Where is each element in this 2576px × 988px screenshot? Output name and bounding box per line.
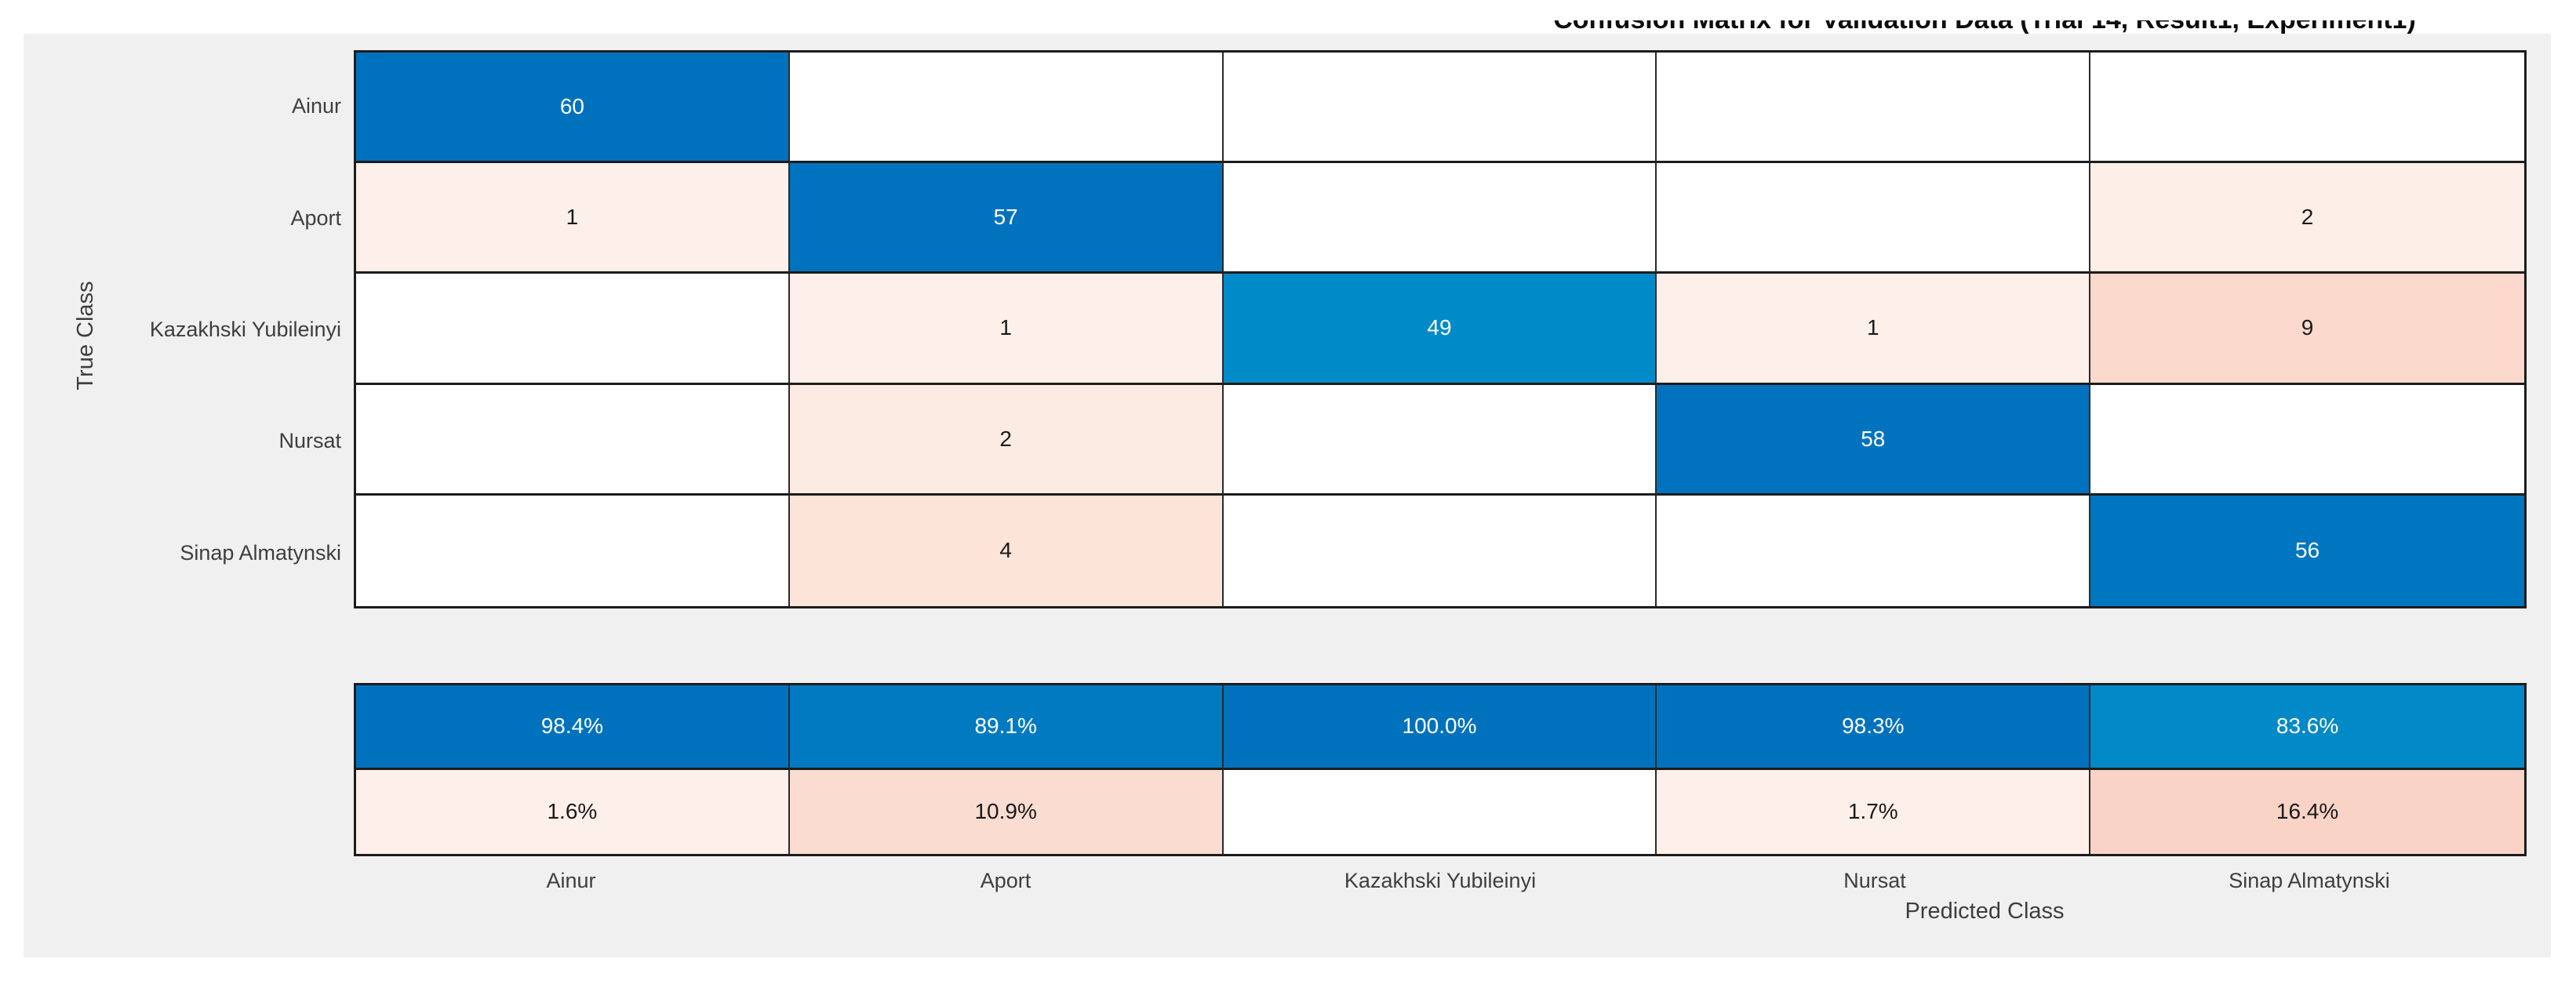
matrix-cell [1657,163,2091,274]
y-tick-label: Sinap Almatynski [180,541,341,565]
summary-cell: 100.0% [1223,685,1657,770]
matrix-cell [2090,384,2524,496]
x-tick-labels: Ainur Aport Kazakhski Yubileinyi Nursat Sina… [354,869,2527,893]
matrix-cell: 1 [789,274,1224,385]
x-tick-label: Ainur [546,869,596,892]
summary-cell: 98.4% [356,685,790,770]
matrix-cell: 49 [1223,274,1657,385]
figure-title-clip: Confusion Matrix for Validation Data (Tr… [1435,20,2534,36]
y-tick-label: Aport [290,206,341,230]
x-tick-label: Kazakhski Yubileinyi [1344,869,1537,892]
confusion-matrix-grid: 60 1 57 2 1 49 1 9 2 58 4 56 [354,50,2527,608]
y-tick-label: Ainur [291,94,341,118]
matrix-cell [1657,495,2091,606]
matrix-cell: 56 [2090,495,2524,606]
matrix-cell [1657,53,2091,164]
matrix-cell [356,384,790,496]
x-tick-label: Sinap Almatynski [2229,869,2390,892]
summary-cell: 89.1% [789,685,1224,770]
x-tick-label: Aport [980,869,1031,892]
x-axis-label: Predicted Class [1905,899,2065,924]
matrix-cell: 9 [2090,274,2524,385]
matrix-cell [1223,163,1657,274]
matrix-cell [356,274,790,385]
column-summary-grid: 98.4% 89.1% 100.0% 98.3% 83.6% 1.6% 10.9% 1.7% 1… [354,683,2527,856]
matrix-cell: 60 [356,53,790,164]
summary-cell [1223,769,1657,854]
summary-cell: 1.7% [1657,769,2091,854]
y-tick-label: Kazakhski Yubileinyi [149,318,341,341]
matrix-cell [2090,53,2524,164]
matrix-cell [789,53,1224,164]
matrix-cell: 57 [789,163,1224,274]
matrix-cell: 2 [789,384,1224,496]
matrix-cell [1223,495,1657,606]
matrix-cell: 58 [1657,384,2091,496]
summary-cell: 1.6% [356,769,790,854]
matrix-cell [356,495,790,606]
summary-cell: 16.4% [2090,769,2524,854]
matrix-cell [1223,384,1657,496]
matrix-cell: 2 [2090,163,2524,274]
summary-cell: 98.3% [1657,685,2091,770]
y-tick-label: Nursat [278,429,341,452]
matrix-cell: 4 [789,495,1224,606]
x-tick-label: Nursat [1843,869,1906,892]
matrix-cell: 1 [356,163,790,274]
matrix-cell [1223,53,1657,164]
summary-cell: 10.9% [789,769,1224,854]
matrix-cell: 1 [1657,274,2091,385]
summary-cell: 83.6% [2090,685,2524,770]
figure-title: Confusion Matrix for Validation Data (Tr… [1435,20,2534,35]
